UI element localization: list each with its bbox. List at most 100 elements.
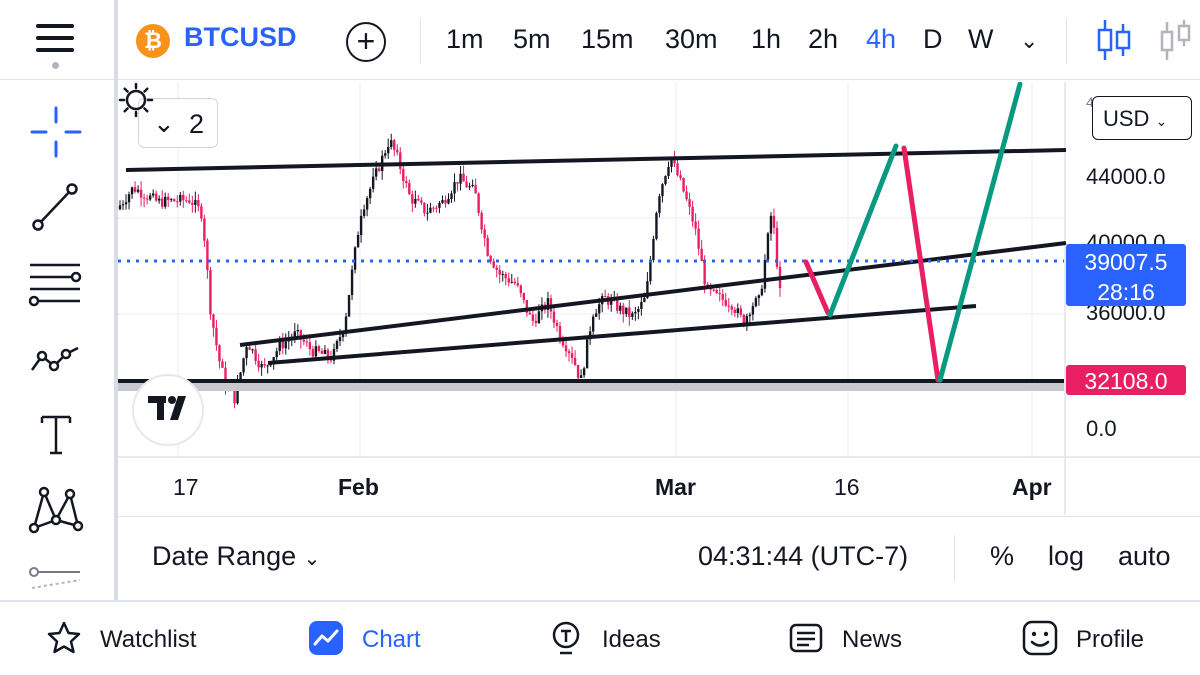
interval-1m[interactable]: 1m xyxy=(446,24,484,54)
candle-body xyxy=(420,200,423,203)
candle-body xyxy=(182,194,185,201)
currency-select[interactable]: USD ⌄ xyxy=(1092,96,1192,140)
interval-2h[interactable]: 2h xyxy=(808,24,839,54)
crosshair-icon[interactable] xyxy=(26,102,86,162)
candle-body xyxy=(474,184,477,194)
interval-w[interactable]: W xyxy=(968,24,994,54)
menu-icon[interactable] xyxy=(28,18,84,74)
candle-body xyxy=(573,357,577,366)
trend-line-icon[interactable] xyxy=(26,177,86,237)
candle-body xyxy=(670,159,673,167)
candle-body xyxy=(281,341,284,349)
candle-body xyxy=(552,311,556,323)
candle-body xyxy=(332,348,336,361)
candle-body xyxy=(691,206,694,222)
date-axis-label: 16 xyxy=(834,474,860,500)
candle-body xyxy=(453,182,456,194)
candle-body xyxy=(142,197,146,199)
candle-body xyxy=(432,207,435,209)
star-icon xyxy=(47,621,81,654)
candlestick-icon[interactable] xyxy=(1158,16,1192,64)
candle-body xyxy=(468,186,471,188)
interval-5m[interactable]: 5m xyxy=(513,24,551,54)
log-scale-button[interactable]: log xyxy=(1048,541,1085,571)
candle-body xyxy=(154,193,158,201)
candle-body xyxy=(350,269,354,296)
candle-body xyxy=(450,193,453,199)
candle-body xyxy=(197,200,200,207)
candle-body xyxy=(133,187,137,192)
more-tools-icon[interactable] xyxy=(26,560,86,596)
candle-body xyxy=(374,168,378,177)
interval-30m[interactable]: 30m xyxy=(665,24,718,54)
candle-body xyxy=(359,215,363,235)
candle-body xyxy=(721,294,724,300)
candle-body xyxy=(706,284,709,286)
candle-body xyxy=(537,311,541,324)
candle-body xyxy=(766,233,770,261)
chevron-down-icon[interactable]: ⌄ xyxy=(1020,28,1039,53)
candle-body xyxy=(206,240,209,271)
candle-body xyxy=(408,183,411,195)
date-range-button[interactable]: Date Range ⌄ xyxy=(152,541,320,572)
candle-body xyxy=(209,270,212,315)
info-bar-divider xyxy=(954,535,955,581)
candle-body xyxy=(405,181,408,184)
symbol-name[interactable]: BTCUSD xyxy=(184,22,297,52)
candle-body xyxy=(673,159,676,164)
chart-area[interactable]: ⌄ 2 4 USD ⌄ 44000.0 40000.0 36000.0 0.0 … xyxy=(118,82,1200,515)
candle-body xyxy=(377,168,381,171)
fib-retracement-icon[interactable] xyxy=(26,255,86,315)
candle-body xyxy=(649,260,652,282)
candle-body xyxy=(203,218,206,241)
candle-body xyxy=(191,202,194,205)
settings-icon[interactable] xyxy=(118,82,154,118)
candle-body xyxy=(558,326,562,341)
candle-body xyxy=(387,146,390,154)
candle-body xyxy=(275,351,278,358)
interval-1h[interactable]: 1h xyxy=(751,24,782,54)
candle-body xyxy=(772,215,776,228)
current-price-tag: 39007.5 28:16 xyxy=(1066,244,1186,306)
text-icon[interactable] xyxy=(26,405,86,465)
interval-15m[interactable]: 15m xyxy=(581,24,634,54)
tradingview-logo[interactable] xyxy=(132,374,204,446)
candle-body xyxy=(185,200,188,202)
legend-toggle-button[interactable]: ⌄ 2 xyxy=(138,98,218,148)
candle-body xyxy=(127,194,131,203)
candlestick-series xyxy=(118,133,782,409)
bitcoin-icon[interactable]: ₿ xyxy=(136,24,170,58)
candle-body xyxy=(384,153,387,156)
candlestick-icon[interactable] xyxy=(1094,16,1134,64)
auto-scale-button[interactable]: auto xyxy=(1118,541,1171,571)
level-price-tag: 32108.0 xyxy=(1066,365,1186,395)
pattern-icon[interactable] xyxy=(26,330,86,390)
candle-body xyxy=(745,316,749,326)
percent-scale-button[interactable]: % xyxy=(990,541,1015,571)
candle-body xyxy=(604,296,607,298)
channel-low-line xyxy=(267,304,977,365)
add-symbol-icon[interactable]: + xyxy=(346,22,386,62)
candle-body xyxy=(344,316,348,333)
clock-display[interactable]: 04:31:44 (UTC-7) xyxy=(698,541,909,571)
candle-body xyxy=(402,169,405,182)
lightbulb-icon xyxy=(552,621,580,655)
candle-body xyxy=(742,314,746,326)
bar-countdown: 28:16 xyxy=(1097,279,1155,305)
interval-d[interactable]: D xyxy=(923,24,943,54)
interval-4h[interactable]: 4h xyxy=(866,24,897,54)
price-chart[interactable] xyxy=(118,82,1200,515)
xabcd-pattern-icon[interactable] xyxy=(26,480,86,540)
candle-body xyxy=(631,313,634,317)
candle-body xyxy=(148,195,152,200)
candle-body xyxy=(480,212,483,230)
candle-body xyxy=(390,140,393,147)
candle-body xyxy=(302,339,306,342)
price-axis-label: 44000.0 xyxy=(1086,164,1166,189)
candle-body xyxy=(317,346,321,352)
candle-body xyxy=(585,339,589,369)
date-axis-label: 17 xyxy=(173,474,199,500)
candle-body xyxy=(308,342,312,350)
candle-body xyxy=(751,306,755,315)
candle-body xyxy=(700,248,703,262)
